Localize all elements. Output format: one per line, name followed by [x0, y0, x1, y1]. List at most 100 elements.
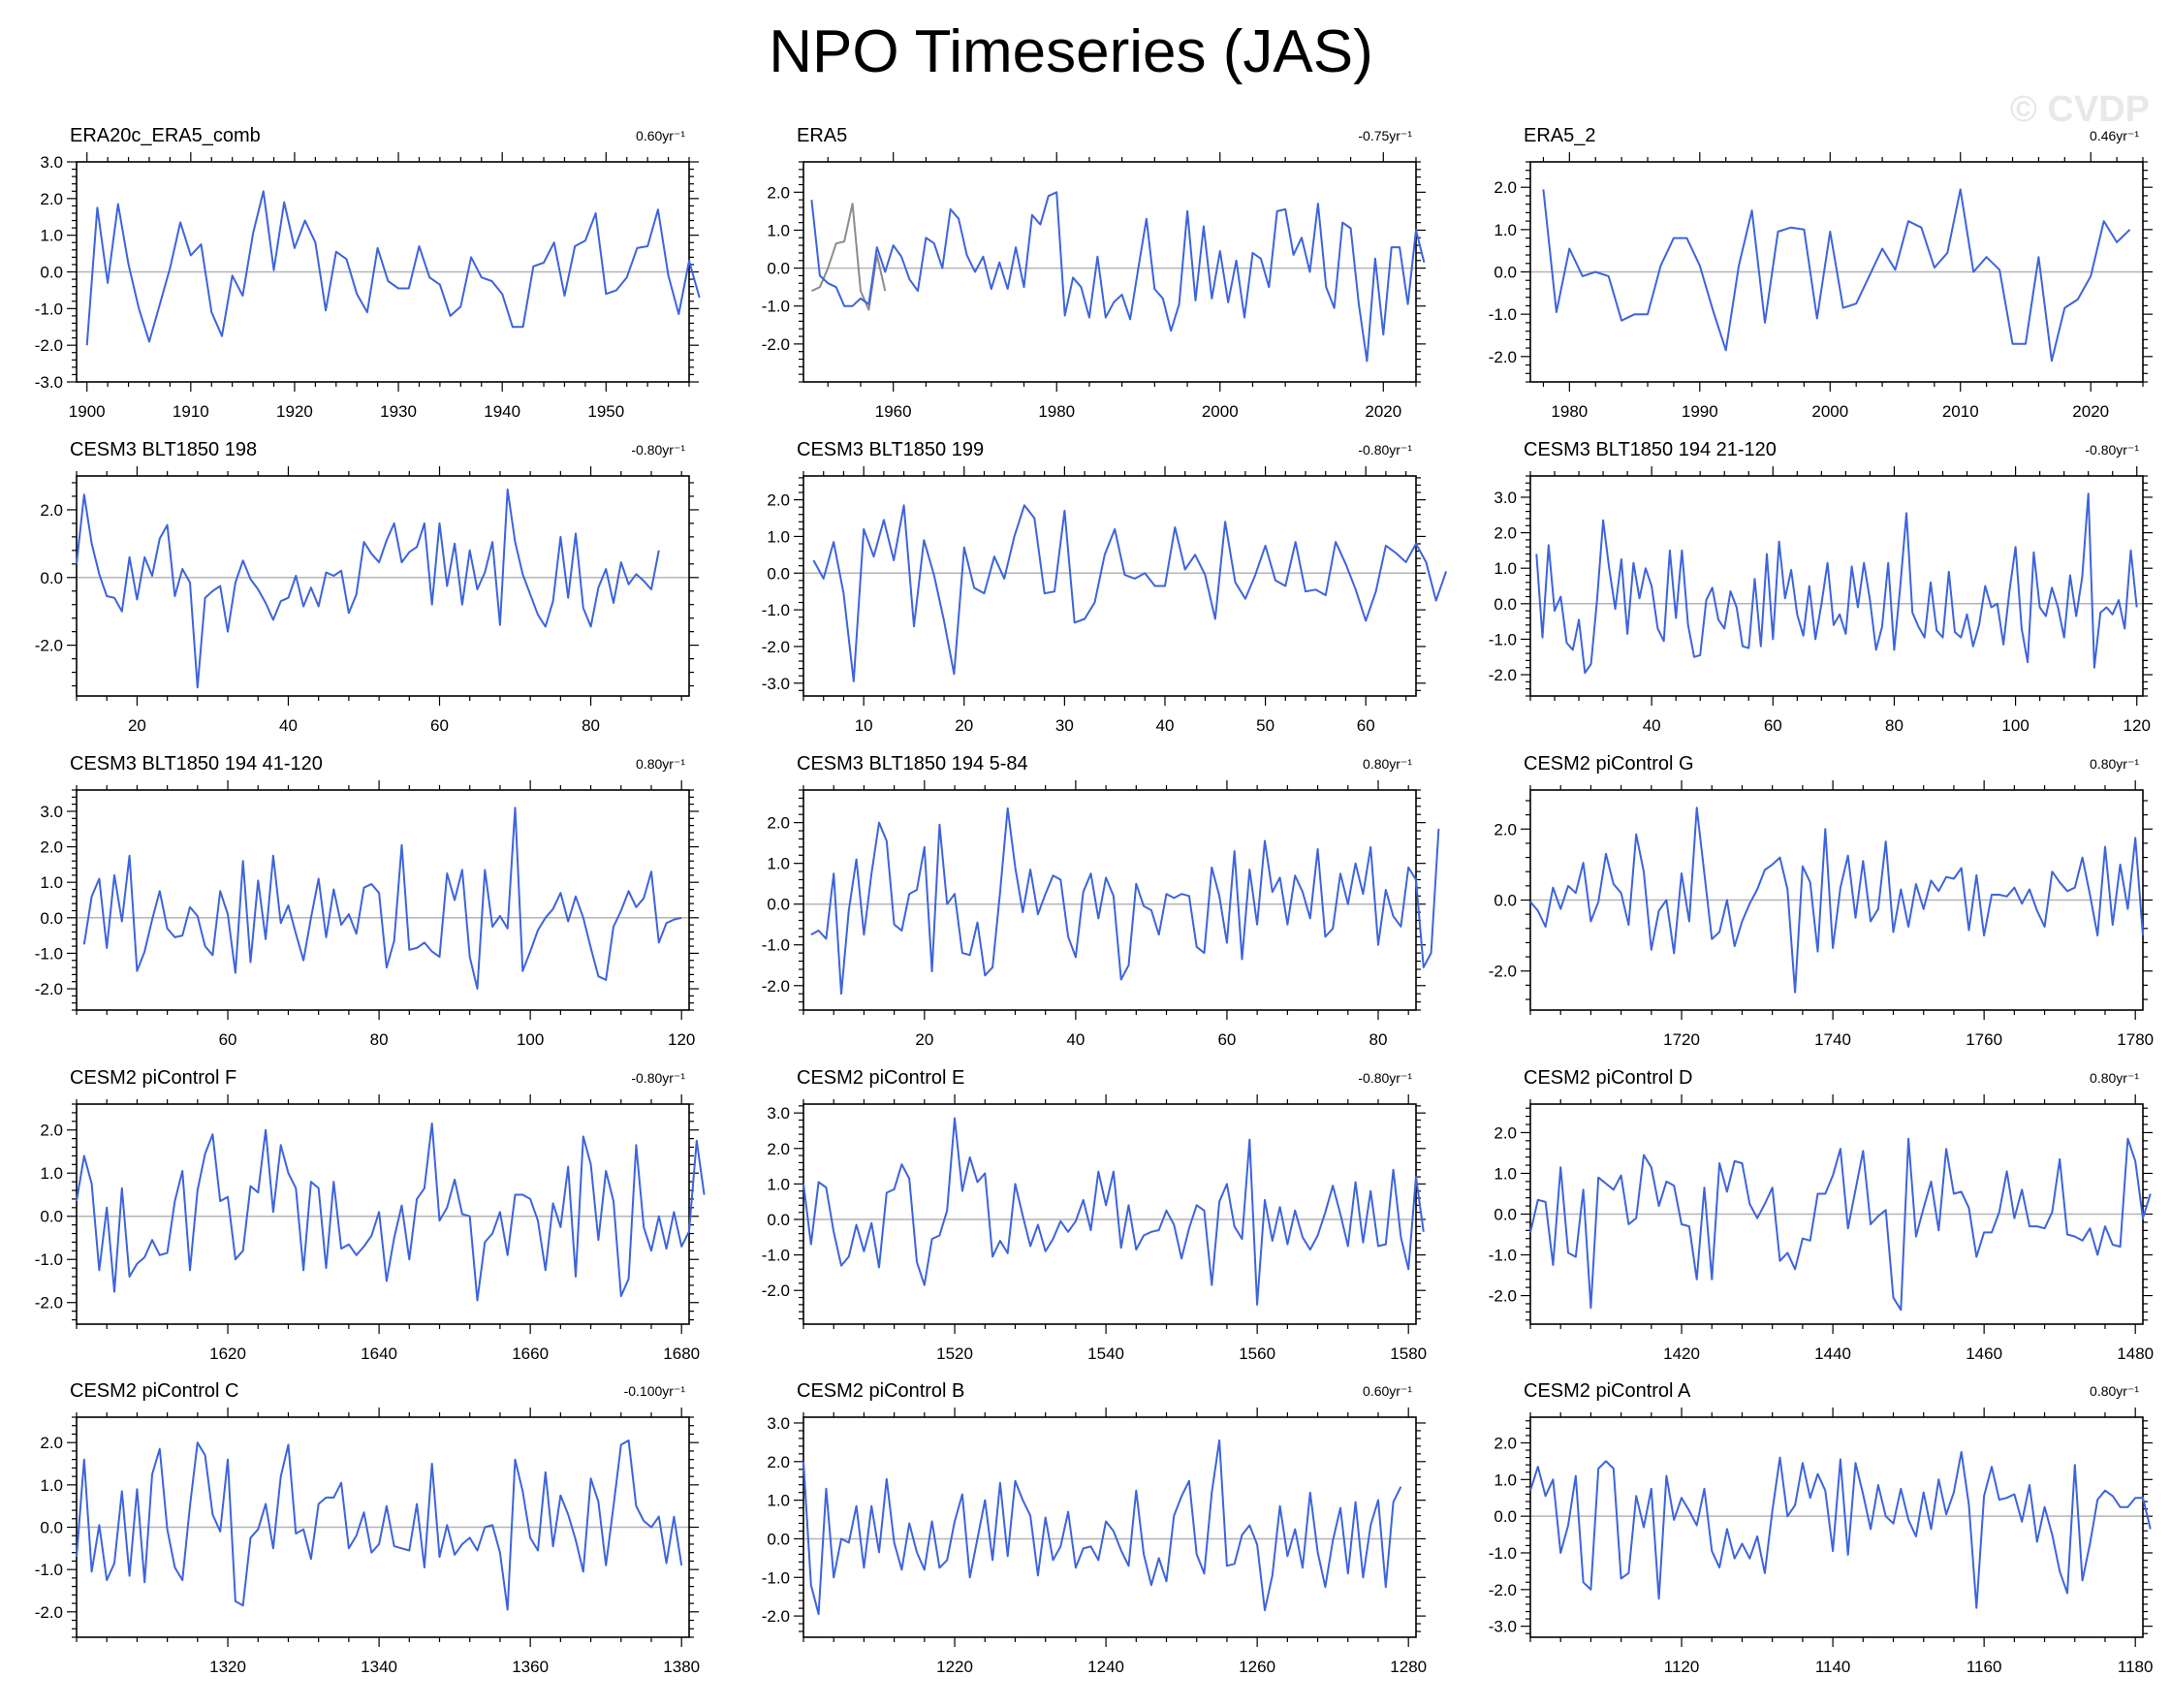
y-tick-label: 0.0	[40, 264, 63, 282]
y-tick-label: -2.0	[35, 336, 63, 355]
panel-12: CESM2 piControl D 0.80yr⁻¹ -2.0 -1.0 0.0 1.0 2…	[1489, 1067, 2154, 1363]
panel-title: ERA5	[797, 125, 847, 146]
y-tick-label: -3.0	[762, 675, 790, 693]
trend-label: 0.80yr⁻¹	[2090, 1070, 2139, 1086]
trend-label: 0.80yr⁻¹	[1363, 756, 1412, 772]
y-tick-label: 0.0	[40, 569, 63, 587]
x-tick-label: 1380	[663, 1658, 700, 1676]
y-tick-label: 3.0	[1494, 489, 1517, 507]
panel-title: ERA5_2	[1524, 125, 1596, 146]
panel-7: CESM3 BLT1850 194 41-120 0.80yr⁻¹ -2.0 -1.0…	[35, 753, 699, 1049]
series-line	[802, 1117, 1425, 1306]
trend-label: -0.80yr⁻¹	[2085, 442, 2139, 458]
panel-8: CESM3 BLT1850 194 5-84 0.80yr⁻¹ -2.0 -1.0 0.…	[762, 753, 1440, 1049]
plot-frame	[802, 1103, 1417, 1325]
x-tick-label: 1910	[173, 402, 209, 421]
y-tick-label: 2.0	[1494, 820, 1517, 838]
x-tick-label: 30	[1055, 716, 1074, 735]
y-tick-label: -1.0	[1489, 1247, 1517, 1265]
x-tick-label: 1280	[1390, 1658, 1427, 1676]
series-line	[812, 504, 1448, 682]
panel-11: CESM2 piControl E -0.80yr⁻¹ -2.0 -1.0 0.0 1.0…	[762, 1067, 1427, 1363]
y-tick-label: 3.0	[767, 1104, 790, 1123]
plot-frame	[1529, 1416, 2144, 1638]
y-tick-label: -1.0	[35, 300, 63, 318]
panel-3: ERA5_2 0.46yr⁻¹ -2.0 -1.0 0.0 1.0 2.0 1980 1990 2…	[1489, 125, 2153, 421]
plot-frame	[76, 1103, 690, 1325]
y-tick-label: -2.0	[762, 977, 790, 996]
panel-13: CESM2 piControl C -0.100yr⁻¹ -2.0 -1.0 0.0 1.…	[35, 1380, 700, 1676]
y-tick-label: -1.0	[762, 298, 790, 316]
y-tick-label: -2.0	[762, 638, 790, 656]
x-tick-label: 1980	[1038, 402, 1075, 421]
trend-label: 0.46yr⁻¹	[2090, 128, 2139, 143]
panel-title: CESM2 piControl E	[797, 1067, 964, 1089]
x-tick-label: 120	[668, 1030, 695, 1049]
y-tick-label: 1.0	[1494, 559, 1517, 578]
y-tick-label: 1.0	[767, 221, 790, 239]
y-tick-label: -3.0	[1489, 1618, 1517, 1636]
y-tick-label: 2.0	[40, 501, 63, 520]
series-line	[810, 191, 1426, 363]
x-tick-label: 80	[1369, 1030, 1388, 1049]
y-tick-label: 2.0	[1494, 178, 1517, 197]
series-line	[82, 807, 682, 990]
x-tick-label: 1560	[1239, 1344, 1275, 1363]
x-tick-label: 1960	[875, 402, 912, 421]
y-tick-label: 2.0	[767, 183, 790, 202]
y-tick-label: -2.0	[1489, 1287, 1517, 1306]
x-tick-label: 60	[1357, 716, 1375, 735]
panel-title: CESM2 piControl G	[1524, 753, 1694, 775]
x-tick-label: 1240	[1087, 1658, 1124, 1676]
trend-label: -0.80yr⁻¹	[1358, 442, 1412, 458]
x-tick-label: 1980	[1551, 402, 1588, 421]
y-tick-label: -1.0	[1489, 630, 1517, 648]
y-tick-label: -3.0	[35, 373, 63, 392]
y-tick-label: 1.0	[40, 1476, 63, 1495]
x-tick-label: 2000	[1811, 402, 1848, 421]
panel-title: CESM3 BLT1850 199	[797, 439, 984, 460]
y-tick-label: 2.0	[767, 1140, 790, 1158]
x-tick-label: 40	[1066, 1030, 1085, 1049]
y-tick-label: 2.0	[767, 491, 790, 510]
x-tick-label: 1540	[1087, 1344, 1124, 1363]
x-tick-label: 10	[855, 716, 873, 735]
series-line	[1529, 807, 2144, 994]
series-line	[1542, 188, 2131, 363]
panel-10: CESM2 piControl F -0.80yr⁻¹ -2.0 -1.0 0.0 1.0…	[35, 1067, 706, 1363]
y-tick-label: -2.0	[35, 1294, 63, 1313]
y-tick-label: -1.0	[762, 601, 790, 619]
x-tick-label: 1360	[512, 1658, 549, 1676]
y-tick-label: 0.0	[1494, 892, 1517, 910]
trend-label: -0.75yr⁻¹	[1358, 128, 1412, 143]
y-tick-label: 0.0	[1494, 1507, 1517, 1526]
y-tick-label: 1.0	[767, 527, 790, 546]
x-tick-label: 1740	[1814, 1030, 1851, 1049]
cvdp-watermark: © CVDP	[2009, 89, 2150, 130]
y-tick-label: -2.0	[35, 637, 63, 655]
x-tick-label: 1900	[69, 402, 106, 421]
y-tick-label: 0.0	[40, 909, 63, 928]
y-tick-label: 2.0	[1494, 1123, 1517, 1142]
series-line	[76, 1439, 683, 1611]
x-tick-label: 1220	[936, 1658, 973, 1676]
y-tick-label: 1.0	[767, 1492, 790, 1510]
y-tick-label: 0.0	[767, 1211, 790, 1229]
y-tick-label: 0.0	[767, 260, 790, 278]
x-tick-label: 2010	[1942, 402, 1979, 421]
panel-title: CESM2 piControl A	[1524, 1380, 1691, 1402]
panel-title: CESM2 piControl C	[70, 1380, 239, 1402]
x-tick-label: 1990	[1682, 402, 1718, 421]
x-tick-label: 1520	[936, 1344, 973, 1363]
x-tick-label: 20	[915, 1030, 933, 1049]
y-tick-label: 2.0	[767, 814, 790, 833]
panel-title: ERA20c_ERA5_comb	[70, 125, 261, 146]
trend-label: -0.80yr⁻¹	[631, 1070, 685, 1086]
x-tick-label: 40	[1156, 716, 1175, 735]
y-tick-label: -1.0	[762, 1568, 790, 1587]
x-tick-label: 1660	[512, 1344, 549, 1363]
y-tick-label: 1.0	[1494, 221, 1517, 239]
x-tick-label: 40	[1643, 716, 1661, 735]
panel-title: CESM3 BLT1850 194 41-120	[70, 753, 323, 775]
